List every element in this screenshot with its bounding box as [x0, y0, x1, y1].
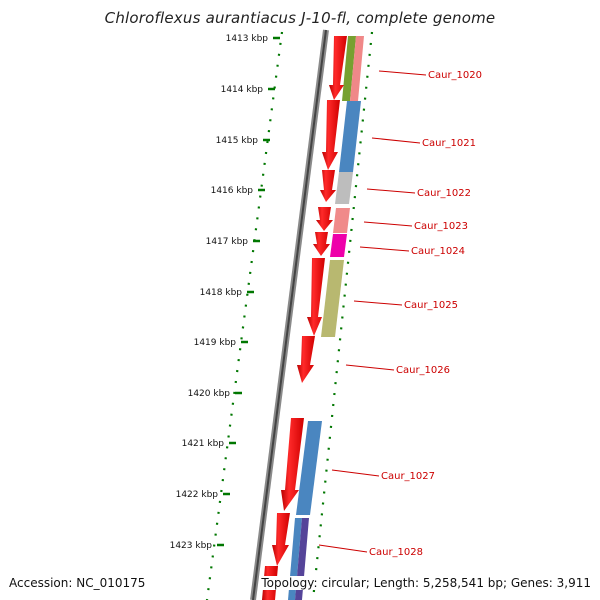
- feature-block: [296, 421, 322, 515]
- scale-tick-label: 1420 kbp: [188, 389, 231, 399]
- scale-tick-label: 1414 kbp: [221, 85, 264, 95]
- gene-arrow: [320, 170, 336, 202]
- gene-label: Caur_1028: [369, 547, 423, 558]
- gene-leader-line: [366, 188, 416, 194]
- feature-block: [321, 260, 344, 337]
- gene-arrows: [262, 36, 347, 600]
- feature-block: [335, 172, 353, 204]
- map-title: Chloroflexus aurantiacus J-10-fl, comple…: [104, 9, 496, 27]
- gene-arrow: [316, 207, 333, 231]
- gene-label: Caur_1022: [417, 188, 471, 199]
- scale-tick-label: 1419 kbp: [194, 338, 237, 348]
- gene-labels: Caur_1020 Caur_1021 Caur_1022 Caur_1023 Caur…: [318, 70, 482, 558]
- feature-track: [288, 36, 364, 600]
- gene-label: Caur_1025: [404, 300, 458, 311]
- scale-tick-label: 1421 kbp: [182, 439, 225, 449]
- scale-tick-label: 1415 kbp: [216, 136, 259, 146]
- gene-label: Caur_1026: [396, 365, 450, 376]
- gene-leader-line: [331, 469, 380, 477]
- topology-text: Topology: circular; Length: 5,258,541 bp…: [259, 576, 593, 590]
- gene-leader-line: [318, 544, 368, 553]
- gene-label: Caur_1024: [411, 246, 465, 257]
- scale-dots: [205, 31, 374, 600]
- gene-leader-line: [353, 300, 403, 306]
- scale-tick-label: 1418 kbp: [200, 288, 243, 298]
- gene-arrow: [272, 513, 290, 566]
- gene-arrow: [329, 36, 347, 100]
- gene-arrow: [313, 232, 330, 256]
- scale-tick-label: 1417 kbp: [206, 237, 249, 247]
- gene-arrow: [322, 100, 340, 170]
- genome-backbone: [250, 29, 329, 600]
- scale-tick-label: 1416 kbp: [211, 186, 254, 196]
- gene-leader-line: [378, 70, 427, 76]
- gene-label: Caur_1027: [381, 471, 435, 482]
- feature-block: [342, 36, 356, 101]
- gene-leader-line: [363, 221, 413, 227]
- feature-block: [339, 101, 361, 172]
- gene-label: Caur_1020: [428, 70, 482, 81]
- gene-leader-line: [345, 364, 395, 371]
- gene-leader-line: [371, 137, 421, 144]
- scale-tick-label: 1422 kbp: [176, 490, 219, 500]
- gene-label: Caur_1021: [422, 138, 476, 149]
- accession-text: Accession: NC_010175: [7, 576, 148, 590]
- gene-arrow: [297, 336, 315, 383]
- scale-tick-label: 1413 kbp: [226, 34, 269, 44]
- gene-label: Caur_1023: [414, 221, 468, 232]
- gene-arrow: [281, 418, 304, 511]
- gene-leader-line: [359, 246, 410, 252]
- feature-block: [330, 234, 347, 257]
- feature-block: [333, 208, 350, 233]
- scale-tick-label: 1423 kbp: [170, 541, 213, 551]
- feature-block: [350, 36, 364, 101]
- scale-ticks: 1413 kbp 1414 kbp 1415 kbp 1416 kbp 1417 kbp…: [170, 34, 280, 551]
- gene-arrow: [307, 258, 325, 336]
